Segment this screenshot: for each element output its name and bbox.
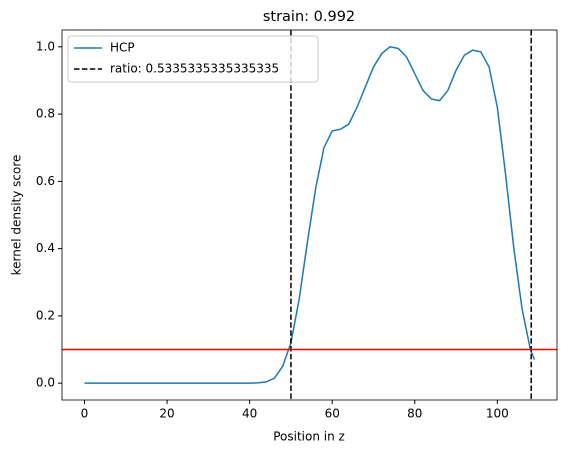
y-axis-label: kernel density score bbox=[10, 155, 24, 276]
chart-title: strain: 0.992 bbox=[263, 9, 355, 25]
x-tick-label: 100 bbox=[486, 407, 509, 421]
x-tick-label: 40 bbox=[242, 407, 257, 421]
y-tick-label: 0.6 bbox=[36, 174, 55, 188]
x-tick-label: 80 bbox=[407, 407, 422, 421]
legend-box bbox=[67, 35, 319, 83]
x-tick-label: 0 bbox=[81, 407, 89, 421]
y-tick-label: 0.0 bbox=[36, 376, 55, 390]
y-tick-label: 1.0 bbox=[36, 39, 55, 53]
legend-label: HCP bbox=[110, 41, 135, 55]
x-tick-label: 60 bbox=[325, 407, 340, 421]
data-line bbox=[84, 46, 536, 384]
plot-frame bbox=[61, 29, 558, 401]
y-tick-label: 0.2 bbox=[36, 308, 55, 322]
legend-label: ratio: 0.5335335335335335 bbox=[110, 62, 279, 76]
y-tick-label: 0.8 bbox=[36, 107, 55, 121]
y-tick-label: 0.4 bbox=[36, 241, 55, 255]
x-tick-label: 20 bbox=[159, 407, 174, 421]
x-axis-label: Position in z bbox=[273, 430, 345, 444]
